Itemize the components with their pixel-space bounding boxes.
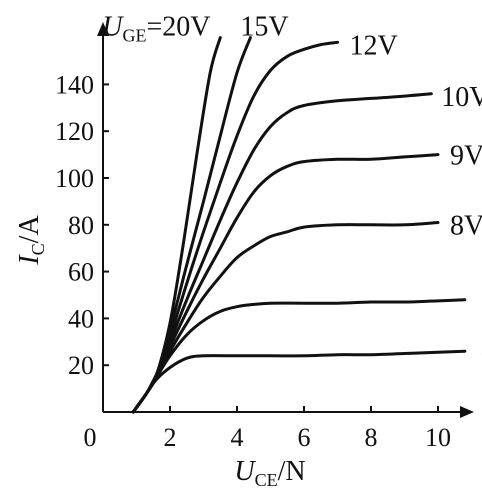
x-tick-label: 2 [164, 423, 177, 452]
x-axis-label-sub: CE [255, 470, 278, 490]
origin-label: 0 [84, 423, 97, 452]
x-axis-label-main: U [234, 456, 256, 487]
axes: 0 [84, 22, 474, 452]
series-label-7V: 7V [481, 288, 482, 319]
y-axis-label-sub: C [28, 243, 48, 255]
x-tick-label: 10 [425, 423, 451, 452]
series-label-prefix-suffix: =20V [146, 12, 210, 43]
series-label-12V: 12V [350, 30, 398, 61]
y-tick-label: 40 [68, 304, 94, 333]
y-axis-label-main: I [14, 254, 45, 266]
y-tick-label: 20 [68, 351, 94, 380]
x-axis-arrow [460, 406, 474, 418]
x-tick-label: 8 [365, 423, 378, 452]
series-label-6V: 6V [481, 339, 482, 370]
y-tick-label: 60 [68, 258, 94, 287]
x-axis-label-unit: /N [278, 456, 306, 487]
x-tick-label: 6 [298, 423, 311, 452]
y-tick-label: 100 [55, 164, 94, 193]
x-axis-label: UCE/N [234, 456, 305, 490]
y-axis-label-unit: /A [14, 215, 45, 244]
series-label-prefix-main: U [102, 12, 124, 43]
y-tick-label: 140 [55, 70, 94, 99]
y-tick-label: 120 [55, 117, 94, 146]
series-line-9V [131, 153, 440, 414]
curves [131, 36, 467, 414]
x-ticks: 2 4 6 8 10 [164, 406, 451, 452]
series-label-9V: 9V [450, 141, 482, 172]
y-axis-arrow [97, 22, 109, 36]
series-line-6V [131, 349, 467, 414]
y-ticks: 20 40 60 80 100 120 140 [55, 70, 109, 380]
series-label-8V: 8V [450, 210, 482, 241]
series-line-8V [131, 221, 440, 414]
series-label-prefix-sub: GE [122, 26, 146, 46]
y-axis-label: IC/A [14, 215, 48, 266]
x-tick-label: 4 [231, 423, 244, 452]
series-label-20V: UGE=20V [102, 12, 210, 46]
series-line-7V [131, 298, 467, 414]
series-label-10V: 10V [441, 82, 482, 113]
series-line-10V [131, 92, 433, 414]
series-label-15V: 15V [240, 12, 288, 43]
y-tick-label: 80 [68, 211, 94, 240]
curve-labels: UGE=20V 15V 12V 10V 9V 8V 7V 6V [102, 12, 482, 371]
